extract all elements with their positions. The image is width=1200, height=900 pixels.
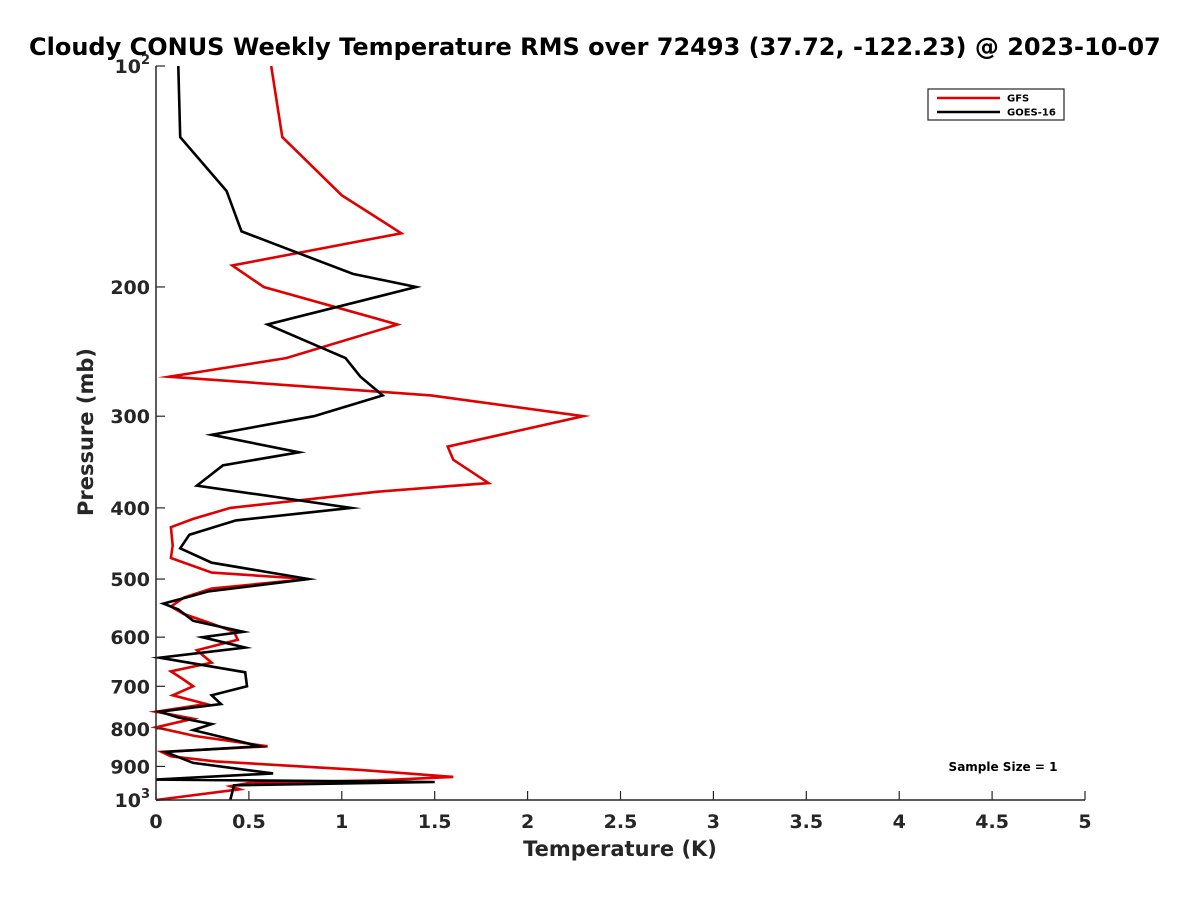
chart-title: Cloudy CONUS Weekly Temperature RMS over… [29, 33, 1161, 61]
y-tick-label: 800 [110, 719, 150, 741]
legend: GFS GOES-16 [927, 88, 1065, 121]
y-tick-label: 200 [110, 277, 150, 299]
x-tick-label: 0.5 [232, 811, 266, 833]
y-tick-label: 600 [110, 627, 150, 649]
y-tick-label: 103 [115, 787, 151, 812]
x-tick-label: 1.5 [418, 811, 452, 833]
x-tick-label: 4.5 [975, 811, 1009, 833]
y-axis-ticks: 102 200 300 400 500 600 700 800 900 103 [110, 53, 165, 812]
sample-size-annotation: Sample Size = 1 [949, 760, 1058, 774]
x-tick-label: 1 [335, 811, 348, 833]
x-tick-label: 5 [1078, 811, 1091, 833]
y-tick-label: 500 [110, 569, 150, 591]
x-tick-label: 2.5 [604, 811, 638, 833]
legend-entry-label: GOES-16 [1007, 108, 1056, 119]
y-tick-label: 400 [110, 498, 150, 520]
y-tick-label: 300 [110, 406, 150, 428]
y-tick-label: 102 [115, 53, 151, 78]
x-tick-label: 0 [149, 811, 162, 833]
legend-entry-label: GFS [1007, 94, 1029, 105]
y-tick-label: 900 [110, 756, 150, 778]
x-tick-label: 4 [893, 811, 906, 833]
y-axis-label: Pressure (mb) [74, 348, 98, 516]
legend-box [927, 88, 1065, 121]
legend-items: GFS GOES-16 [937, 94, 1056, 119]
x-tick-label: 2 [521, 811, 534, 833]
plot-lines [148, 65, 591, 802]
x-tick-label: 3 [707, 811, 720, 833]
x-tick-label: 3.5 [789, 811, 823, 833]
y-tick-label: 700 [110, 676, 150, 698]
series-line-goes-16 [150, 65, 435, 801]
x-axis-ticks: 0 0.5 1 1.5 2 2.5 3 3.5 4 4.5 5 [149, 791, 1092, 833]
x-axis-label: Temperature (K) [523, 837, 717, 861]
